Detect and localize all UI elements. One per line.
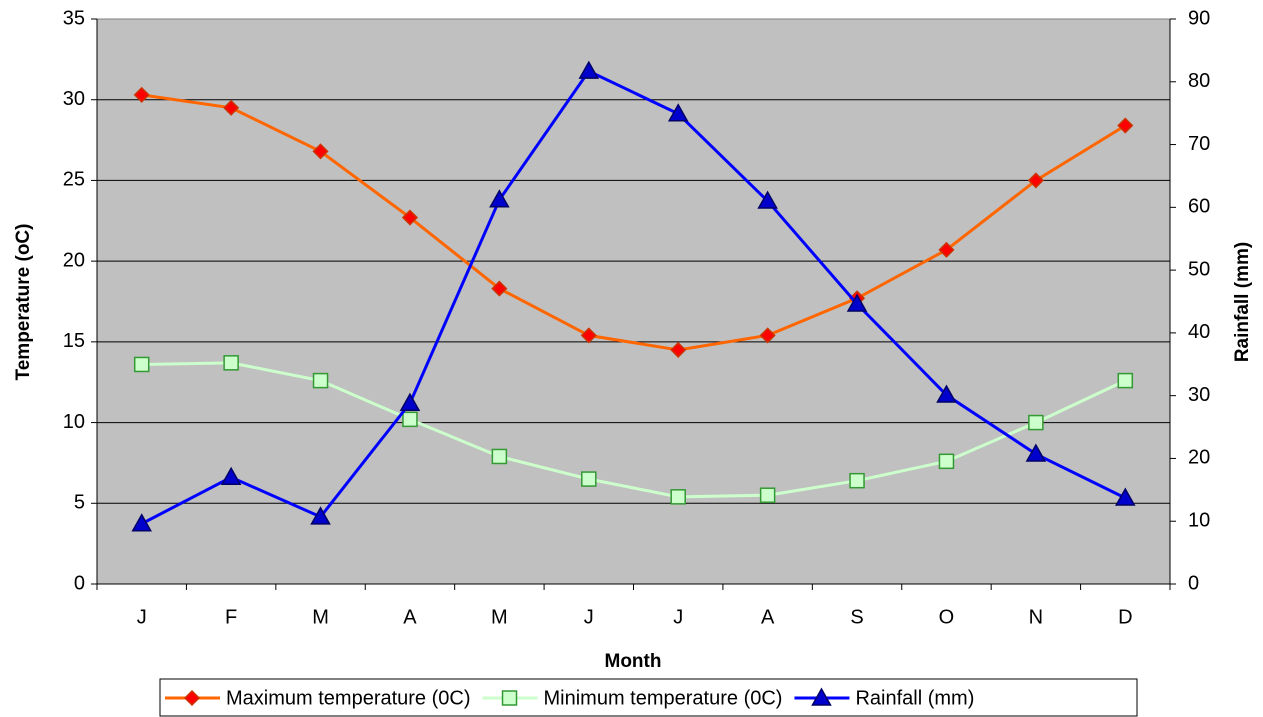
x-tick-label: J bbox=[673, 606, 683, 628]
marker bbox=[1027, 172, 1044, 189]
marker bbox=[846, 293, 868, 312]
marker bbox=[936, 384, 957, 403]
x-axis-title: Month bbox=[605, 651, 662, 672]
marker bbox=[401, 209, 419, 226]
marker bbox=[501, 690, 518, 706]
marker bbox=[131, 513, 152, 532]
marker bbox=[402, 411, 418, 428]
marker bbox=[849, 472, 865, 489]
x-tick-label: A bbox=[761, 606, 775, 628]
x-tick-label: O bbox=[939, 606, 955, 628]
marker bbox=[491, 280, 508, 297]
marker bbox=[223, 355, 239, 371]
y-tick-label: 25 bbox=[63, 169, 85, 191]
series-line bbox=[141, 93, 1127, 352]
marker bbox=[312, 372, 329, 389]
y2-tick-label: 80 bbox=[1188, 70, 1210, 92]
marker bbox=[811, 687, 832, 706]
marker bbox=[183, 689, 201, 707]
marker bbox=[759, 327, 776, 344]
legend-label: Minimum temperature (0C) bbox=[544, 687, 783, 709]
y2-tick-label: 40 bbox=[1188, 321, 1210, 343]
y-tick-label: 0 bbox=[74, 572, 85, 594]
marker bbox=[938, 453, 955, 470]
x-tick-label: J bbox=[584, 606, 594, 628]
marker bbox=[491, 448, 508, 465]
y2-tick-label: 70 bbox=[1188, 133, 1210, 155]
legend-label: Maximum temperature (0C) bbox=[226, 687, 471, 709]
y2-axis-title: Rainfall (mm) bbox=[1232, 242, 1253, 362]
x-tick-label: M bbox=[491, 606, 508, 628]
y2-tick-label: 30 bbox=[1188, 384, 1210, 406]
y-tick-label: 20 bbox=[63, 249, 85, 271]
plot-area bbox=[96, 18, 1171, 585]
x-tick-label: J bbox=[137, 606, 147, 628]
marker bbox=[1115, 487, 1136, 506]
marker bbox=[489, 189, 510, 208]
marker bbox=[1117, 117, 1134, 134]
series-line bbox=[141, 361, 1126, 499]
y2-tick-label: 60 bbox=[1188, 196, 1210, 218]
x-tick-label: M bbox=[312, 606, 329, 628]
marker bbox=[1028, 414, 1044, 431]
marker bbox=[757, 190, 778, 209]
marker bbox=[938, 241, 955, 258]
marker bbox=[580, 327, 597, 344]
marker bbox=[670, 341, 687, 358]
x-tick-label: D bbox=[1118, 606, 1132, 628]
marker bbox=[1117, 372, 1134, 389]
y2-tick-label: 50 bbox=[1188, 258, 1210, 280]
marker bbox=[133, 356, 150, 373]
x-tick-label: A bbox=[403, 606, 417, 628]
x-tick-label: N bbox=[1029, 606, 1043, 628]
marker bbox=[670, 489, 686, 505]
marker bbox=[310, 506, 331, 525]
marker bbox=[667, 103, 689, 122]
marker bbox=[399, 392, 421, 411]
y2-tick-label: 20 bbox=[1188, 447, 1210, 469]
y-axis-title: Temperature (oC) bbox=[13, 224, 34, 381]
y-tick-label: 10 bbox=[63, 411, 85, 433]
y-tick-label: 35 bbox=[63, 7, 85, 29]
marker bbox=[133, 86, 150, 103]
series-line bbox=[141, 69, 1126, 526]
x-tick-label: F bbox=[225, 606, 237, 628]
marker bbox=[1025, 443, 1047, 462]
y2-tick-label: 10 bbox=[1188, 510, 1210, 532]
y-tick-label: 30 bbox=[63, 88, 85, 110]
marker bbox=[312, 143, 329, 160]
y2-tick-label: 90 bbox=[1188, 7, 1210, 29]
y-tick-label: 5 bbox=[74, 492, 85, 514]
marker bbox=[220, 466, 242, 486]
y-tick-label: 15 bbox=[63, 330, 85, 352]
marker bbox=[578, 60, 600, 79]
marker bbox=[223, 99, 240, 116]
legend-label: Rainfall (mm) bbox=[855, 687, 974, 709]
y2-tick-label: 0 bbox=[1188, 572, 1199, 594]
marker bbox=[759, 487, 776, 503]
legend bbox=[159, 678, 1138, 717]
marker bbox=[581, 471, 597, 487]
x-tick-label: S bbox=[850, 606, 863, 628]
